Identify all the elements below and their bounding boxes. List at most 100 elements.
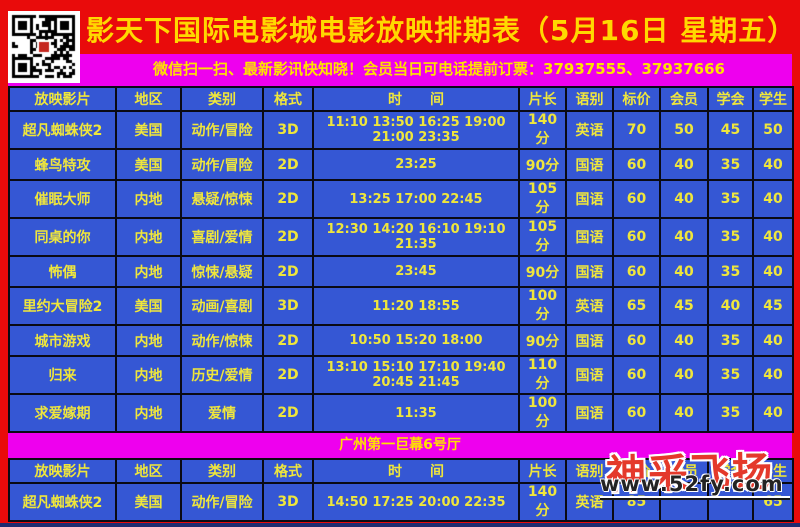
cell-student: 45	[752, 286, 794, 326]
cell-assoc: 35	[707, 179, 754, 219]
cell-film: 超凡蜘蛛侠2	[8, 482, 117, 522]
column-header: 学生	[752, 458, 794, 484]
cell-genre: 动作/惊悚	[180, 324, 264, 357]
cell-assoc: 45	[707, 110, 754, 150]
cell-length: 90分	[518, 324, 567, 357]
cell-times: 10:50 15:20 18:00	[312, 324, 520, 357]
cell-lang: 英语	[565, 110, 614, 150]
column-header: 标价	[612, 86, 661, 112]
cell-member	[659, 482, 709, 522]
cell-assoc: 35	[707, 355, 754, 395]
cell-student: 40	[752, 179, 794, 219]
cell-lang: 国语	[565, 393, 614, 433]
column-header: 时 间	[312, 458, 520, 484]
column-header: 学会	[707, 458, 754, 484]
watermark-underline	[600, 498, 790, 500]
column-header: 地区	[115, 458, 182, 484]
cell-region: 内地	[115, 179, 182, 219]
cell-genre: 动作/冒险	[180, 482, 264, 522]
table-row: 里约大冒险2 美国 动画/喜剧 3D 11:20 18:55 100分 英语 65 45 40 45	[8, 286, 794, 326]
column-header: 会员	[659, 458, 709, 484]
cell-region: 美国	[115, 148, 182, 181]
column-header: 类别	[180, 458, 264, 484]
cell-assoc: 35	[707, 393, 754, 433]
cell-price: 60	[612, 217, 661, 257]
column-header: 地区	[115, 86, 182, 112]
cell-times: 11:10 13:50 16:25 19:00 21:00 23:35	[312, 110, 520, 150]
cell-member: 40	[659, 217, 709, 257]
cell-film: 求爱嫁期	[8, 393, 117, 433]
cell-length: 105分	[518, 179, 567, 219]
column-header: 放映影片	[8, 86, 117, 112]
cell-region: 内地	[115, 324, 182, 357]
cell-region: 美国	[115, 110, 182, 150]
cell-student: 40	[752, 324, 794, 357]
cell-format: 2D	[262, 255, 314, 288]
table-row: 蜂鸟特攻 美国 动作/冒险 2D 23:25 90分 国语 60 40 35 40	[8, 148, 794, 181]
column-header: 格式	[262, 86, 314, 112]
cell-assoc: 35	[707, 148, 754, 181]
cell-price: 60	[612, 148, 661, 181]
cell-price: 60	[612, 324, 661, 357]
cell-format: 3D	[262, 482, 314, 522]
cell-film: 归来	[8, 355, 117, 395]
cell-film: 蜂鸟特攻	[8, 148, 117, 181]
column-header: 语别	[565, 458, 614, 484]
table-row: 超凡蜘蛛侠2 美国 动作/冒险 3D 11:10 13:50 16:25 19:00 2…	[8, 110, 794, 150]
cell-format: 2D	[262, 355, 314, 395]
cell-student: 40	[752, 355, 794, 395]
cell-price: 65	[612, 286, 661, 326]
cell-assoc: 35	[707, 255, 754, 288]
cell-times: 23:25	[312, 148, 520, 181]
table-header-row: 放映影片 地区 类别 格式时 间片长 语别 标价 会员 学会 学生	[8, 86, 794, 112]
cell-student: 40	[752, 148, 794, 181]
cell-price: 60	[612, 355, 661, 395]
cell-film: 城市游戏	[8, 324, 117, 357]
cell-student: 50	[752, 110, 794, 150]
cell-film: 同桌的你	[8, 217, 117, 257]
cell-genre: 爱情	[180, 393, 264, 433]
cell-times: 12:30 14:20 16:10 19:10 21:35	[312, 217, 520, 257]
column-header: 语别	[565, 86, 614, 112]
page-title: 影天下国际电影城电影放映排期表（5月16日 星期五）	[86, 14, 797, 47]
cell-format: 2D	[262, 393, 314, 433]
cell-lang: 英语	[565, 482, 614, 522]
cell-times: 23:45	[312, 255, 520, 288]
cell-genre: 悬疑/惊悚	[180, 179, 264, 219]
table-row: 同桌的你 内地 喜剧/爱情 2D 12:30 14:20 16:10 19:10 21:…	[8, 217, 794, 257]
cell-member: 45	[659, 286, 709, 326]
cell-member: 50	[659, 110, 709, 150]
cell-genre: 动作/冒险	[180, 110, 264, 150]
column-header: 片长	[518, 458, 567, 484]
cell-assoc: 35	[707, 324, 754, 357]
cell-member: 40	[659, 255, 709, 288]
cell-lang: 英语	[565, 286, 614, 326]
cell-length: 90分	[518, 148, 567, 181]
cell-format: 3D	[262, 286, 314, 326]
cell-length: 90分	[518, 255, 567, 288]
cell-price: 60	[612, 255, 661, 288]
cell-student: 40	[752, 217, 794, 257]
cell-member: 40	[659, 179, 709, 219]
cell-format: 2D	[262, 217, 314, 257]
wechat-qr-code	[10, 13, 78, 81]
cell-member: 40	[659, 393, 709, 433]
cell-lang: 国语	[565, 179, 614, 219]
notice-text: 微信扫一扫、最新影讯快知晓！会员当日可电话提前订票：37937555、37937…	[8, 54, 792, 86]
cell-region: 内地	[115, 255, 182, 288]
cell-genre: 历史/爱情	[180, 355, 264, 395]
cell-region: 美国	[115, 286, 182, 326]
cell-student: 40	[752, 393, 794, 433]
cell-format: 2D	[262, 179, 314, 219]
column-header: 学会	[707, 86, 754, 112]
cell-student: 40	[752, 255, 794, 288]
column-header: 格式	[262, 458, 314, 484]
cell-format: 2D	[262, 148, 314, 181]
table-row: 归来 内地 历史/爱情 2D 13:10 15:10 17:10 19:40 20:45…	[8, 355, 794, 395]
cell-member: 40	[659, 324, 709, 357]
cell-assoc: 40	[707, 286, 754, 326]
cell-lang: 国语	[565, 324, 614, 357]
cell-length: 105分	[518, 217, 567, 257]
cell-times: 13:10 15:10 17:10 19:40 20:45 21:45	[312, 355, 520, 395]
